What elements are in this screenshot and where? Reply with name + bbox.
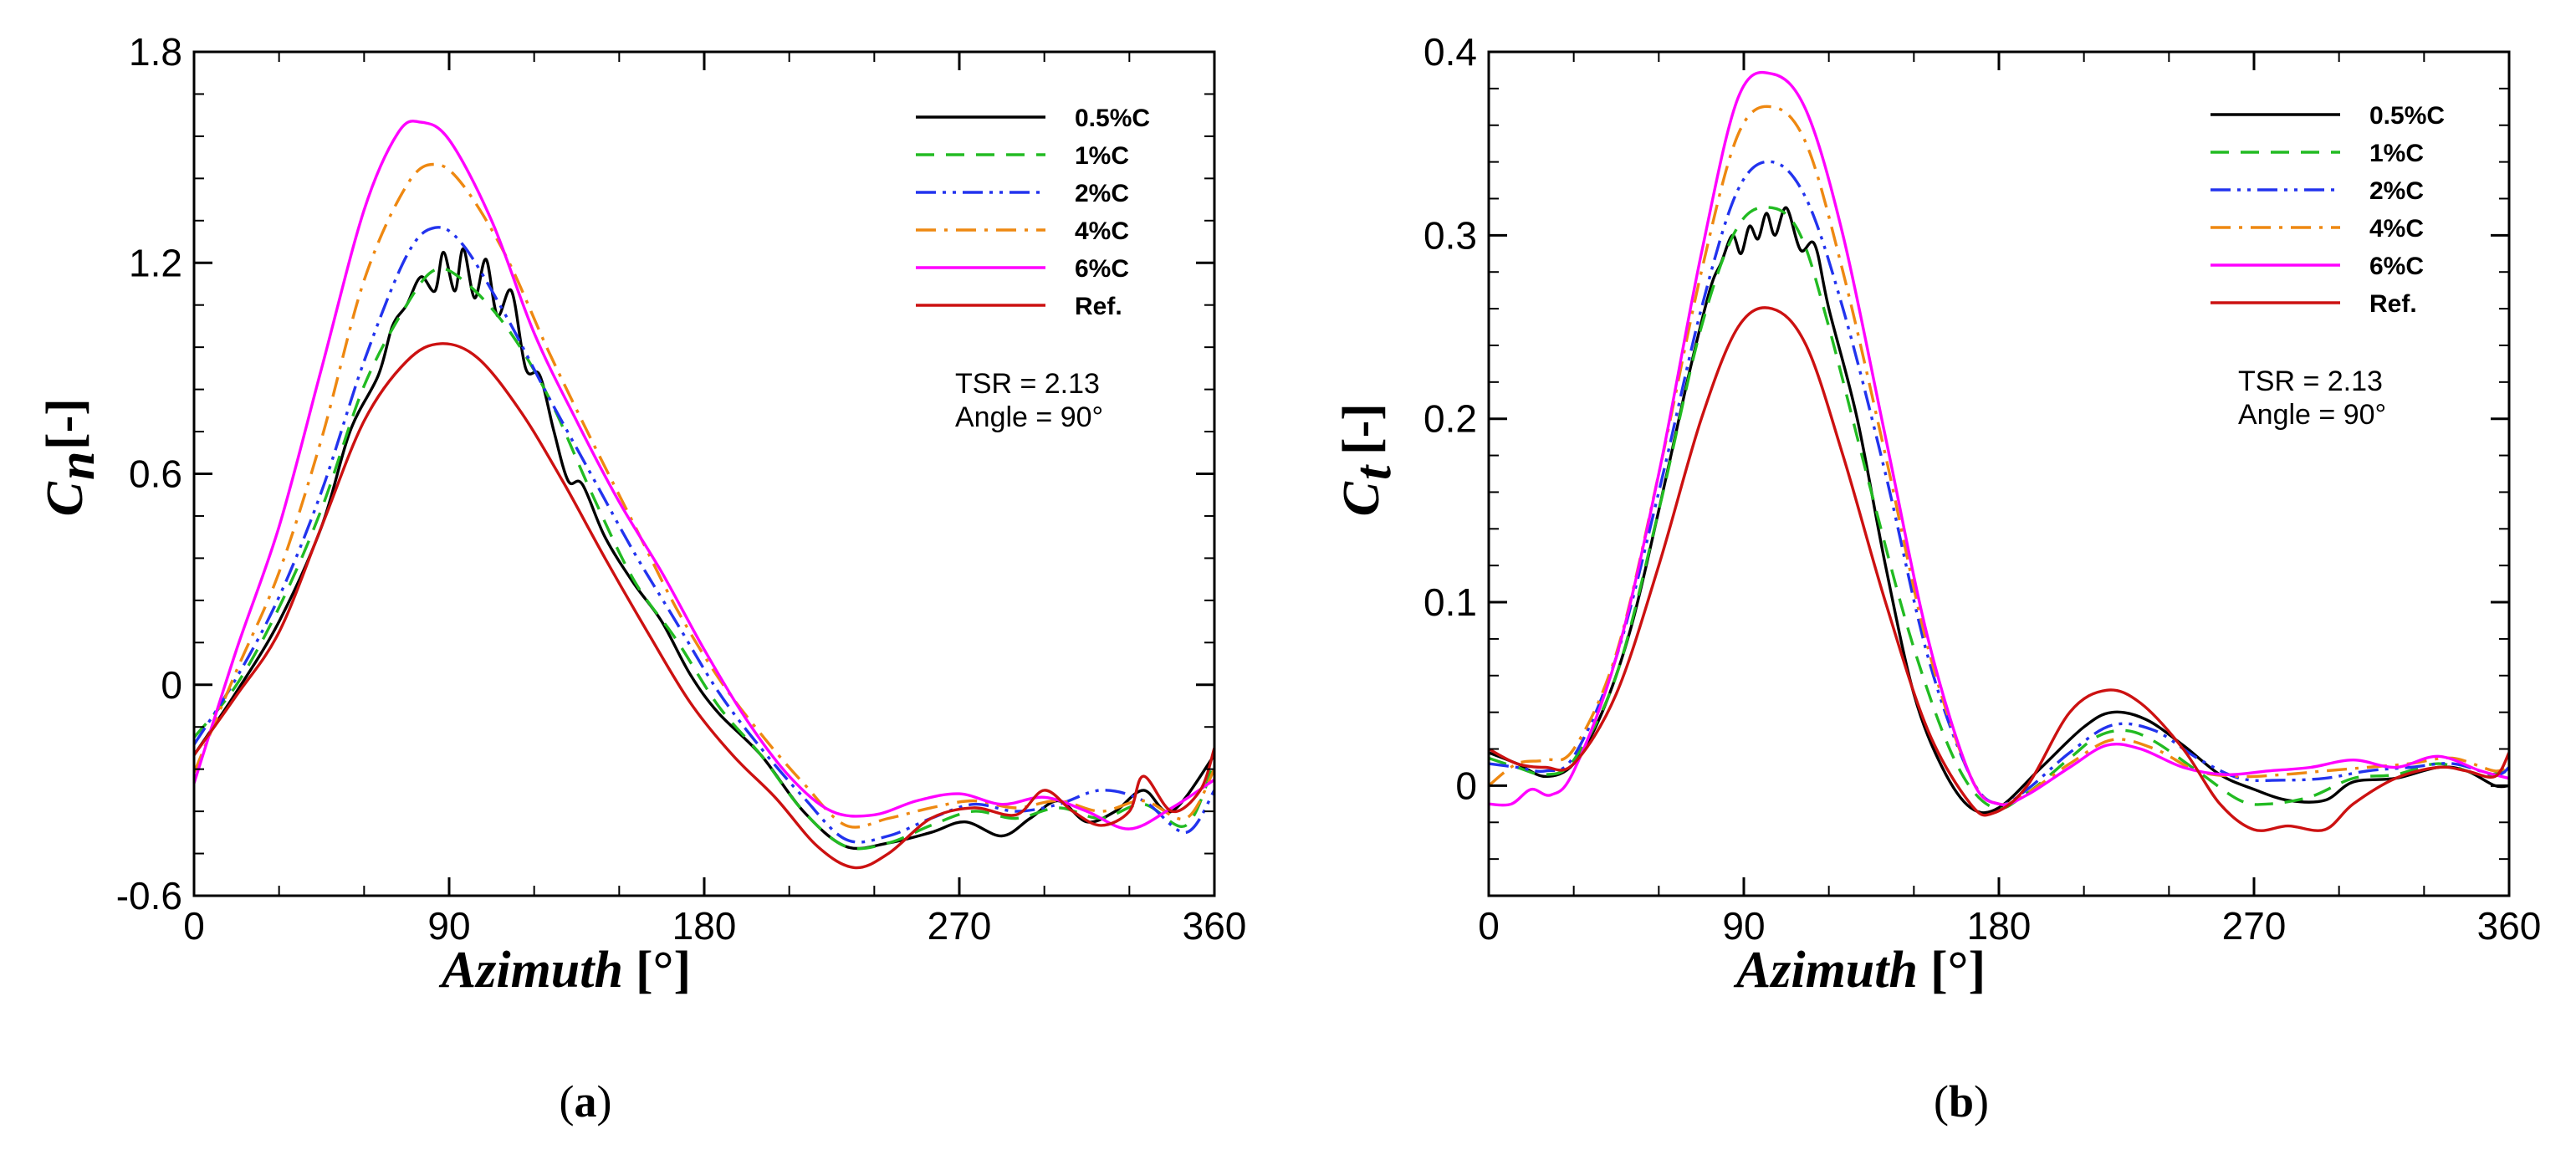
y-axis-unit-a: [-] (37, 398, 94, 450)
legend-label-6C: 6%C (2369, 253, 2424, 280)
y-axis-label-a: C (37, 481, 94, 516)
series-line-b-Ref (1488, 306, 2511, 832)
legend-label-Ref: Ref. (2369, 290, 2417, 318)
y-axis-label-group-a: C n [-] (37, 398, 105, 516)
tick-layer-a: 0 90 180 270 360-0.600.61.21.8 (116, 30, 1247, 948)
y-tick-label: 0.4 (1423, 30, 1477, 74)
x-tick-label: 180 (1967, 904, 2032, 948)
svg-text:(a): (a) (560, 1076, 612, 1127)
y-tick-label: 0.2 (1423, 397, 1477, 441)
chart-panel-a: 0 90 180 270 360-0.600.61.21.8 Azimuth [°] C… (37, 30, 1246, 1127)
x-axis-unit-a: [°] (636, 942, 691, 999)
legend-label-05C: 0.5%C (1075, 105, 1150, 132)
series-line-b-1C (1488, 206, 2510, 810)
legend-label-2C: 2%C (1075, 180, 1129, 207)
legend-label-4C: 4%C (1075, 217, 1129, 245)
plot-frame-a (192, 50, 1216, 897)
y-tick-label: 1.2 (129, 241, 182, 284)
y-tick-label: 0.1 (1423, 580, 1477, 624)
legend-label-1C: 1%C (1075, 142, 1129, 170)
annotation-tsr-b: TSR = 2.13 (2238, 365, 2383, 397)
y-tick-label: 0 (1455, 764, 1477, 807)
x-axis-unit-b: [°] (1930, 942, 1986, 999)
y-tick-label: 0 (161, 663, 182, 707)
annotation-angle-b: Angle = 90° (2238, 399, 2386, 431)
x-tick-label: 360 (1183, 904, 1247, 948)
series-layer-b (1487, 70, 2511, 832)
y-tick-label: 0.3 (1423, 213, 1477, 257)
panel-label-letter-a: a (575, 1076, 597, 1127)
series-layer-a (192, 120, 1216, 870)
series-line-b-05C (1488, 206, 2510, 815)
y-tick-label: 0.6 (129, 452, 182, 496)
x-tick-label: 360 (2477, 904, 2542, 948)
series-line-b-6C (1488, 70, 2510, 807)
legend-label-6C: 6%C (1075, 255, 1129, 283)
y-axis-label-sub-b: t (1345, 464, 1402, 480)
series-line-a-4C (192, 162, 1216, 829)
x-tick-label: 90 (427, 904, 470, 948)
series-line-b-2C (1488, 160, 2511, 806)
y-tick-label: -0.6 (116, 874, 182, 917)
x-tick-label: 0 (1478, 904, 1500, 948)
legend-label-05C: 0.5%C (2369, 102, 2445, 130)
x-tick-label: 180 (672, 904, 737, 948)
x-tick-label: 270 (928, 904, 992, 948)
y-axis-unit-b: [-] (1333, 403, 1390, 455)
panel-label-letter-b: b (1949, 1076, 1974, 1127)
legend-label-2C: 2%C (2369, 177, 2424, 205)
y-axis-label-group-b: C t [-] (1333, 403, 1402, 516)
svg-text:(b): (b) (1934, 1076, 1989, 1127)
chart-panel-b: 0 90 180 270 360 0 0.1 0.2 0.3 0.4 Azimuth [°] C … (1333, 30, 2541, 1127)
series-line-a-2C (192, 226, 1216, 844)
series-line-a-Ref (192, 342, 1216, 870)
legend-label-4C: 4%C (2369, 215, 2424, 243)
annotation-angle-a: Angle = 90° (955, 401, 1103, 433)
legend-label-Ref: Ref. (1075, 293, 1122, 320)
x-tick-label: 90 (1722, 904, 1765, 948)
x-axis-label-a: Azimuth (438, 942, 623, 999)
series-line-a-6C (192, 120, 1215, 830)
x-axis-label-b: Azimuth (1733, 942, 1918, 999)
legend-b: 0.5%C 1%C 2%C 4%C 6%C Ref. (2211, 102, 2445, 318)
panel-label-a: (a) (560, 1076, 612, 1127)
y-tick-label: 1.8 (129, 30, 182, 74)
series-line-a-1C (192, 267, 1216, 851)
series-line-b-4C (1487, 105, 2511, 806)
annotation-tsr-a: TSR = 2.13 (955, 368, 1100, 400)
legend-label-1C: 1%C (2369, 140, 2424, 167)
panel-label-b: (b) (1934, 1076, 1989, 1127)
x-tick-label: 270 (2222, 904, 2287, 948)
y-axis-label-sub-a: n (49, 452, 105, 480)
y-axis-label-b: C (1333, 481, 1390, 516)
legend-a: 0.5%C 1%C 2%C 4%C 6%C Ref. (916, 105, 1150, 320)
tick-layer-b: 0 90 180 270 360 0 0.1 0.2 0.3 0.4 (1423, 30, 2541, 948)
x-tick-label: 0 (183, 904, 205, 948)
